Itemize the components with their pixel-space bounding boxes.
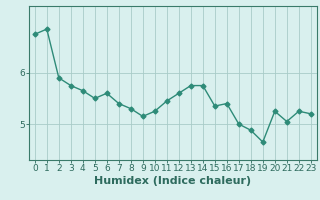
X-axis label: Humidex (Indice chaleur): Humidex (Indice chaleur) (94, 176, 252, 186)
